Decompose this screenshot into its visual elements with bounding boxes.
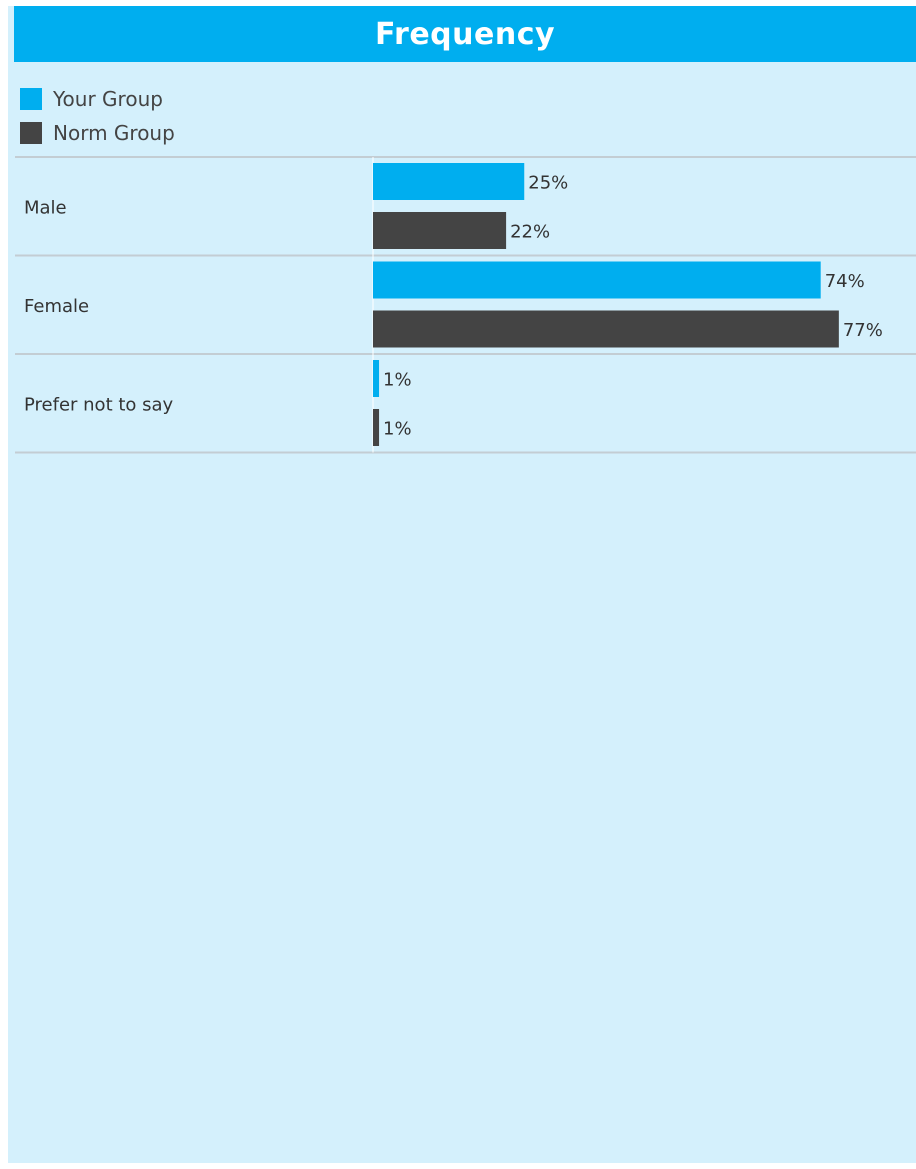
data-label: 1% bbox=[383, 370, 412, 391]
legend-label-norm-group: Norm Group bbox=[53, 121, 175, 145]
bar-norm-group bbox=[373, 409, 380, 446]
legend-swatch-your-group bbox=[20, 88, 42, 110]
legend-swatch-norm-group bbox=[20, 122, 42, 144]
chart-title: Frequency bbox=[374, 16, 556, 52]
data-label: 74% bbox=[825, 271, 865, 292]
bar-norm-group bbox=[373, 310, 839, 348]
legend-item-your-group[interactable]: Your Group bbox=[20, 82, 175, 116]
bar-your-group bbox=[373, 360, 380, 397]
data-label: 77% bbox=[843, 320, 883, 341]
legend-label-your-group: Your Group bbox=[53, 87, 163, 111]
chart-title-bar: Frequency bbox=[14, 6, 916, 62]
legend-item-norm-group[interactable]: Norm Group bbox=[20, 116, 175, 150]
legend: Your Group Norm Group bbox=[20, 82, 175, 150]
category-label: Prefer not to say bbox=[24, 394, 174, 415]
data-label: 25% bbox=[528, 173, 568, 194]
category-label: Female bbox=[24, 296, 89, 317]
data-label: 1% bbox=[383, 419, 412, 440]
category-label: Male bbox=[24, 197, 67, 218]
bar-norm-group bbox=[373, 212, 507, 249]
data-label: 22% bbox=[510, 222, 550, 243]
bar-your-group bbox=[373, 261, 821, 299]
bar-your-group bbox=[373, 163, 525, 200]
